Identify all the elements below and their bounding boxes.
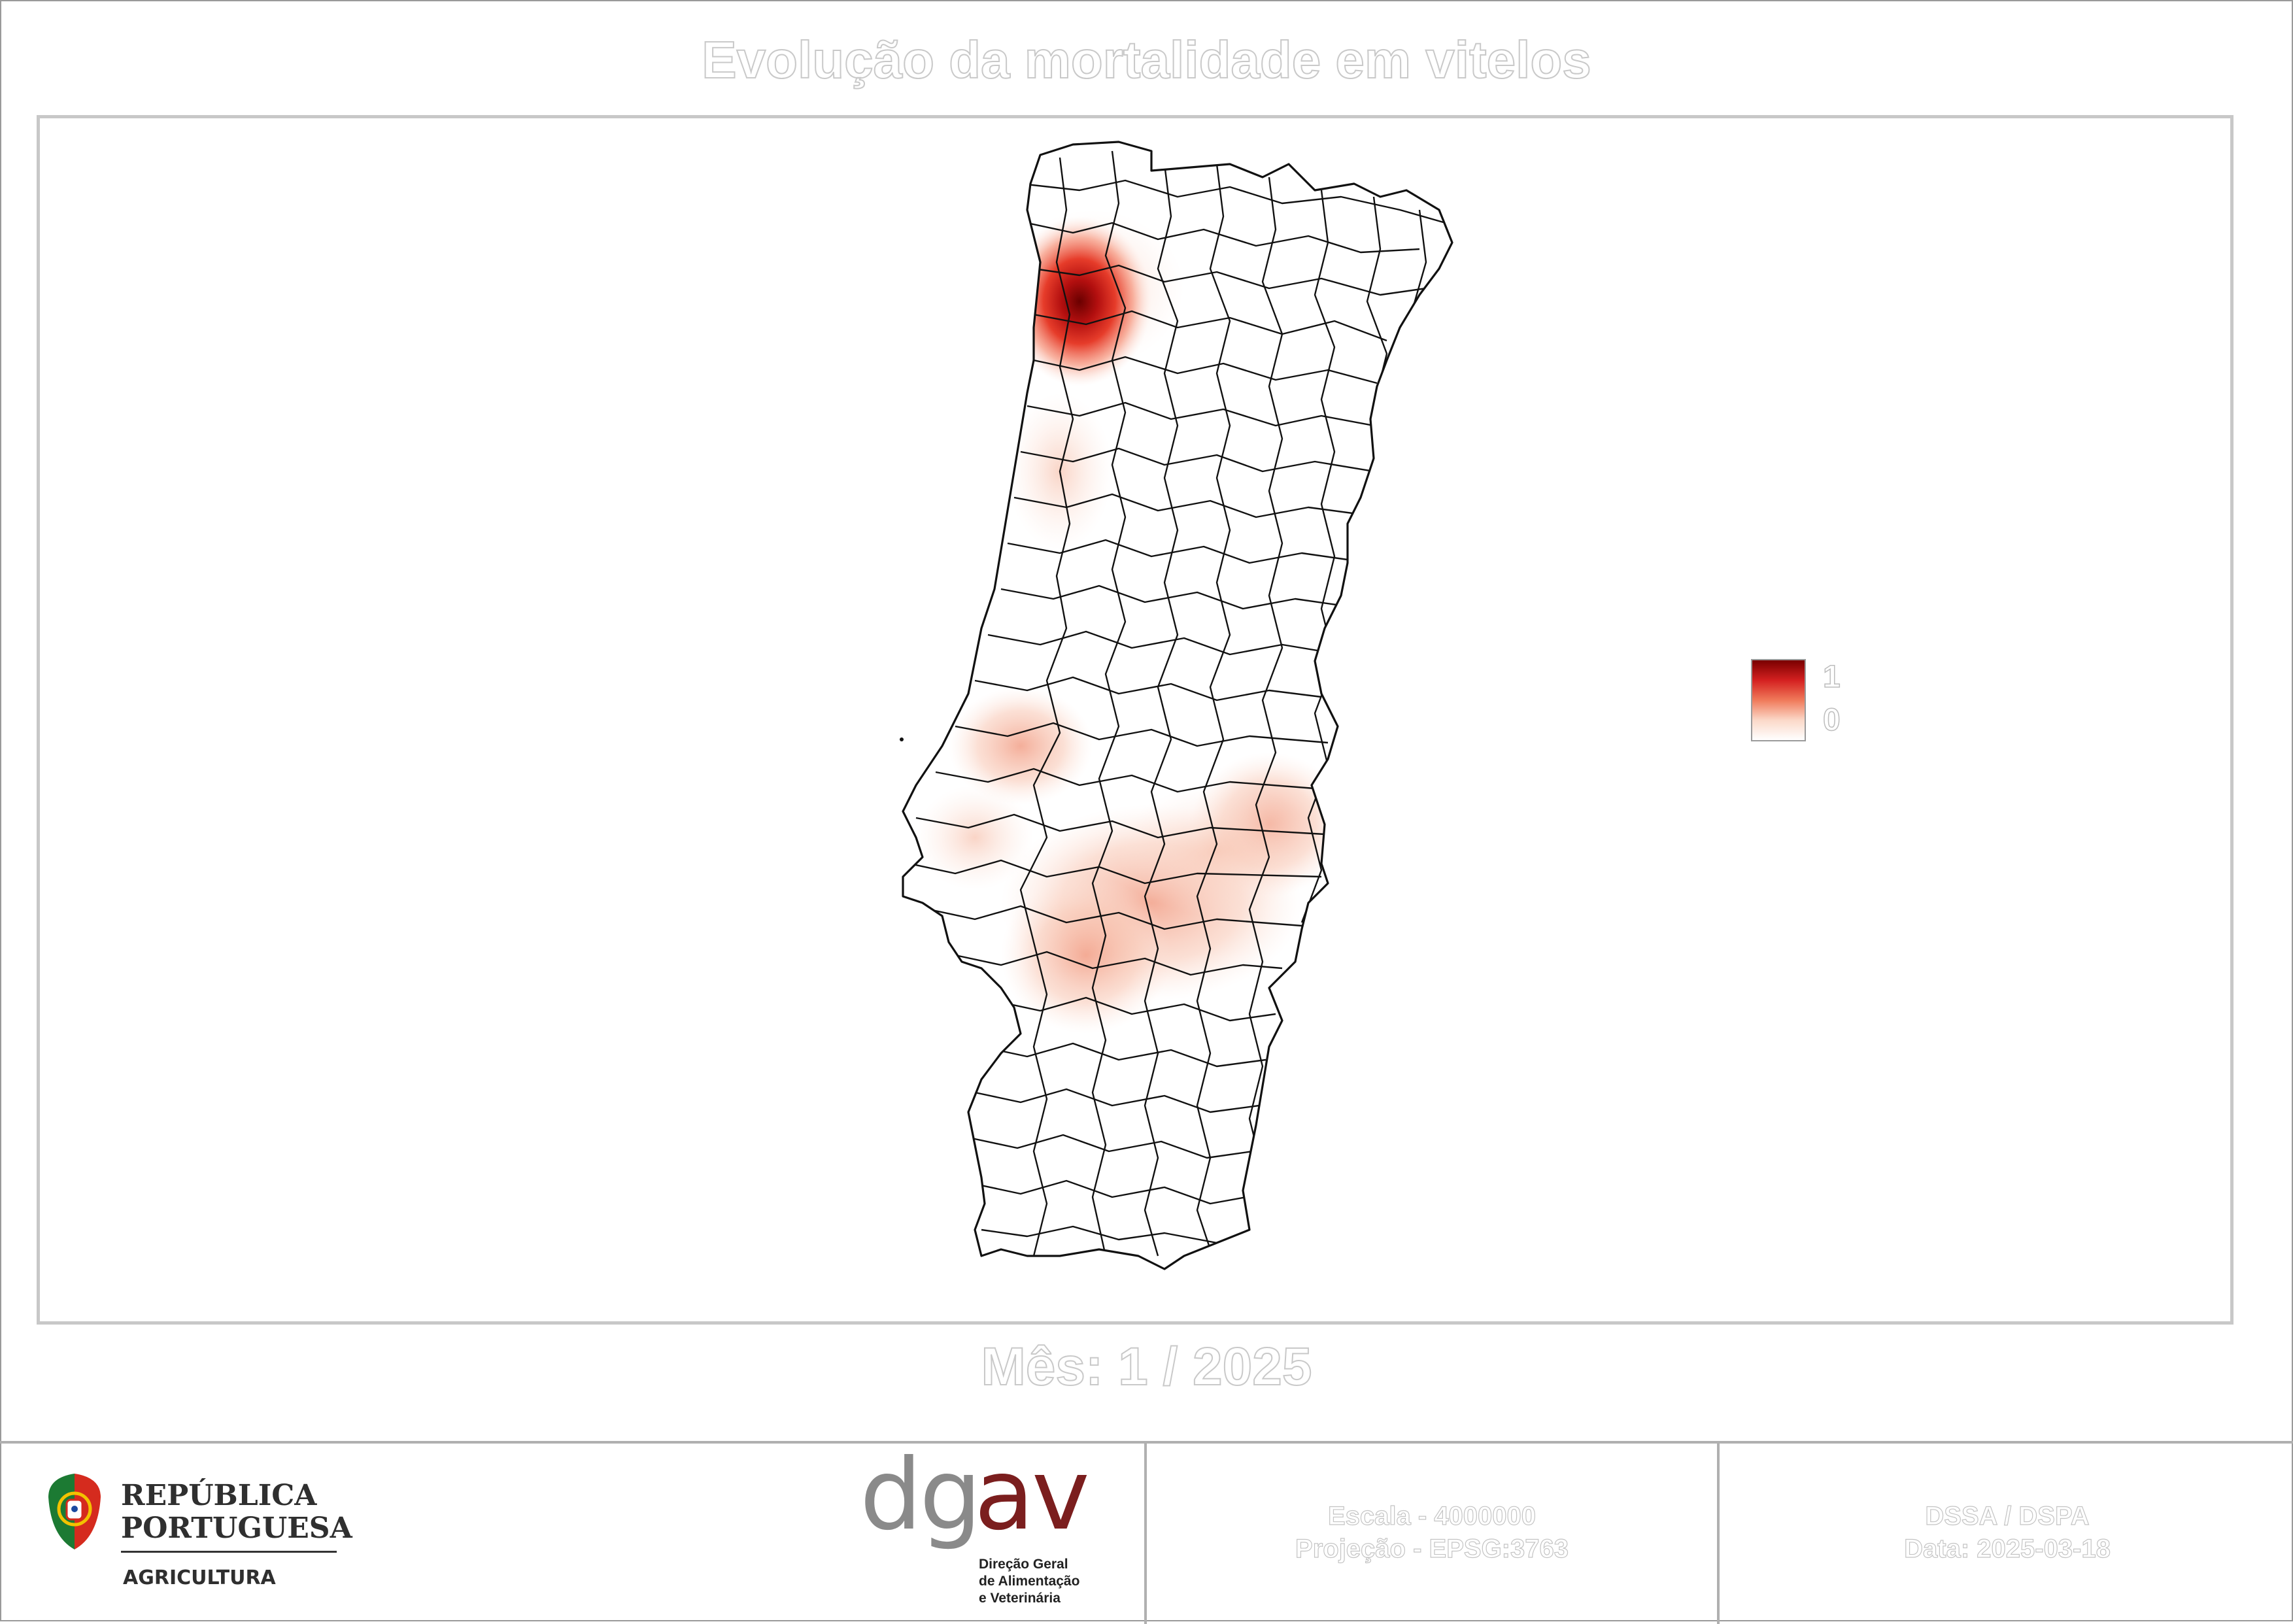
author-metadata: DSSA / DSPA Data: 2025-03-18 (1726, 1500, 2288, 1565)
dgav-logo-red: av (974, 1438, 1090, 1552)
republica-portuguesa-emblem-icon (48, 1474, 101, 1549)
dgav-line2: de Alimentação (979, 1574, 1080, 1589)
legend-min-label: 0 (1822, 702, 1841, 738)
islet-marker (900, 737, 904, 741)
dgav-logo-gray: dg (860, 1438, 981, 1552)
republica-underline (121, 1551, 337, 1553)
portugal-map[interactable] (40, 118, 2230, 1321)
dgav-line1: Direção Geral (979, 1557, 1068, 1572)
department-label: DSSA / DSPA (1925, 1501, 2090, 1531)
republica-line1: REPÚBLICA (121, 1479, 317, 1512)
dgav-line3: e Veterinária (979, 1591, 1061, 1606)
republica-ministry: AGRICULTURA (123, 1566, 276, 1589)
municipality-boundaries (909, 150, 1446, 1257)
footer-divider (1717, 1444, 1720, 1624)
projection-label: Projeção - EPSG:3763 (1295, 1534, 1569, 1563)
footer-bar (0, 1441, 2293, 1624)
dgav-full-name: Direção Geral de Alimentação e Veterinár… (979, 1556, 1079, 1607)
legend-color-ramp (1751, 659, 1806, 741)
scale-label: Escala - 4000000 (1327, 1501, 1537, 1531)
month-label: Mês: 1 / 2025 (981, 1336, 1313, 1397)
footer-divider (1144, 1444, 1147, 1624)
legend-max-label: 1 (1822, 659, 1841, 695)
republica-line2: PORTUGUESA (121, 1512, 352, 1545)
map-metadata: Escala - 4000000 Projeção - EPSG:3763 (1157, 1500, 1707, 1565)
map-panel[interactable] (37, 115, 2234, 1325)
map-title: Evolução da mortalidade em vitelos (701, 30, 1591, 90)
date-label: Data: 2025-03-18 (1904, 1534, 2111, 1563)
